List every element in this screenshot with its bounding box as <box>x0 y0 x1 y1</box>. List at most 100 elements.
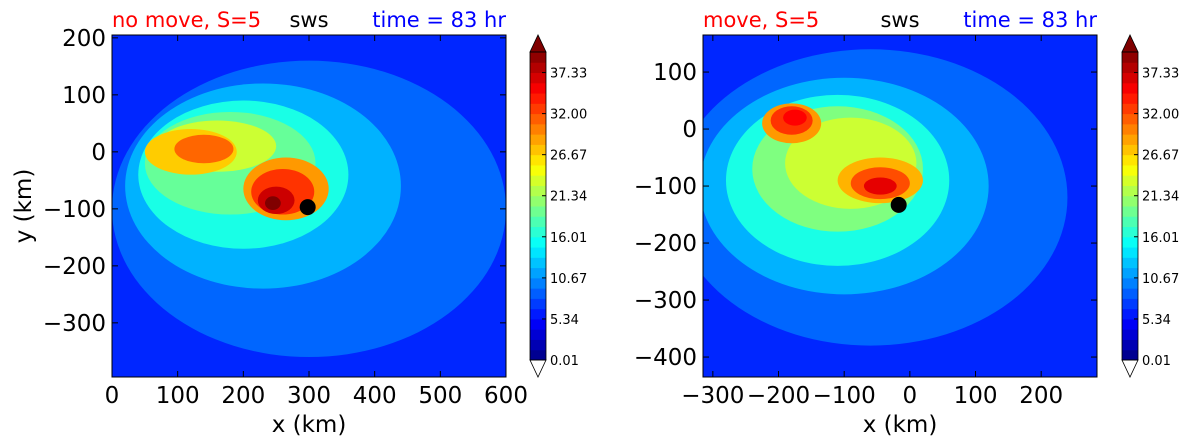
colorbar-tick-label: 26.67 <box>1142 149 1179 164</box>
contour-level <box>863 177 897 195</box>
right-title-right: time = 83 hr <box>963 8 1097 32</box>
x-tick-label: 500 <box>418 383 462 409</box>
colorbar-tick-label: 37.33 <box>1142 67 1179 82</box>
colorbar-segment <box>530 318 546 330</box>
colorbar-extend-min <box>529 359 547 378</box>
y-tick-label: −200 <box>43 254 106 280</box>
left-panel: 0 100 200 300 400 500 600 200 100 0 −100 −200 −300 n… <box>11 8 528 438</box>
colorbar-segment <box>1122 144 1138 156</box>
colorbar-segment <box>1122 339 1138 351</box>
colorbar-segment <box>1122 206 1138 217</box>
left-y-axis-label: y (km) <box>11 169 37 244</box>
colorbar-segment <box>530 52 546 63</box>
colorbar-segment <box>530 82 546 94</box>
colorbar-tick-label: 32.00 <box>1142 108 1179 123</box>
colorbar-segment <box>530 93 546 104</box>
x-tick-label: 200 <box>1019 383 1063 409</box>
x-tick-label: 0 <box>903 383 918 409</box>
colorbar-segment <box>530 226 546 238</box>
colorbar-tick-label: 10.67 <box>550 272 587 287</box>
x-tick-label: −200 <box>747 383 810 409</box>
y-tick-label: −100 <box>43 197 106 223</box>
x-tick-label: −300 <box>681 383 744 409</box>
colorbar-segment <box>1122 236 1138 248</box>
colorbar-segment <box>530 329 546 340</box>
y-tick-label: −100 <box>634 174 697 200</box>
colorbar-extend-max <box>1121 34 1139 53</box>
colorbar-segment <box>530 339 546 351</box>
colorbar-segment <box>530 267 546 279</box>
colorbar-tick-label: 0.01 <box>550 354 579 369</box>
colorbar-segment <box>1122 62 1138 74</box>
x-tick-label: 400 <box>353 383 397 409</box>
y-tick-label: 0 <box>91 140 106 166</box>
colorbar-segment <box>530 185 546 197</box>
colorbar-segment <box>530 134 546 145</box>
x-tick-label: 100 <box>954 383 998 409</box>
colorbar-tick-label: 5.34 <box>550 313 579 328</box>
y-tick-label: 100 <box>653 60 697 86</box>
colorbar-tick-label: 21.34 <box>1142 190 1179 205</box>
colorbar-segment <box>1122 52 1138 63</box>
right-plot-frame <box>702 34 1098 378</box>
storm-center-marker <box>299 199 316 216</box>
right-title-left: move, S=5 <box>703 8 819 32</box>
left-colorbar: 0.01 5.34 10.67 16.01 21.34 26.67 32.00 37.33 <box>529 34 587 378</box>
colorbar-segment <box>1122 72 1138 84</box>
colorbar-segment <box>1122 82 1138 94</box>
colorbar-segment <box>530 154 546 166</box>
colorbar-segment <box>530 277 546 289</box>
colorbar-segment <box>1122 134 1138 145</box>
contour-level <box>174 134 234 164</box>
colorbar-segment <box>1122 267 1138 279</box>
contour-level <box>783 109 807 126</box>
colorbar-extend-min <box>1121 359 1139 378</box>
colorbar-segment <box>1122 175 1138 186</box>
colorbar-segment <box>530 308 546 320</box>
colorbar-segment <box>1122 288 1138 299</box>
colorbar-segment <box>1122 298 1138 310</box>
colorbar-segment <box>1122 257 1138 269</box>
colorbar-segment <box>530 236 546 248</box>
colorbar-segment <box>530 298 546 310</box>
colorbar-segment <box>1122 318 1138 330</box>
right-x-axis-label: x (km) <box>863 412 938 438</box>
colorbar-segment <box>1122 195 1138 207</box>
colorbar-segment <box>1122 308 1138 320</box>
colorbar-segment <box>530 206 546 217</box>
colorbar-tick-label: 37.33 <box>550 67 587 82</box>
colorbar-segment <box>530 103 546 115</box>
x-tick-label: 600 <box>484 383 528 409</box>
colorbar-segment <box>530 144 546 156</box>
colorbar-segment <box>1122 113 1138 125</box>
y-tick-label: −400 <box>634 345 697 371</box>
colorbar-segment <box>530 62 546 74</box>
y-tick-label: −200 <box>634 231 697 257</box>
colorbar-frame <box>1121 51 1139 361</box>
colorbar-tick-label: 16.01 <box>1142 231 1179 246</box>
left-title-left: no move, S=5 <box>112 8 261 32</box>
contour-level <box>265 196 281 210</box>
colorbar-segment <box>530 175 546 186</box>
colorbar-segment <box>1122 349 1138 361</box>
left-title-right: time = 83 hr <box>372 8 506 32</box>
colorbar-extend-max <box>529 34 547 53</box>
colorbar-tick-label: 26.67 <box>550 149 587 164</box>
colorbar-segment <box>530 216 546 228</box>
colorbar-segment <box>1122 277 1138 289</box>
colorbar-tick-label: 5.34 <box>1142 313 1171 328</box>
x-tick-label: 100 <box>156 383 200 409</box>
colorbar-tick-label: 0.01 <box>1142 354 1171 369</box>
colorbar-segment <box>1122 154 1138 166</box>
left-contour-field <box>112 35 506 377</box>
y-tick-label: 200 <box>62 26 106 52</box>
colorbar-segment <box>530 349 546 361</box>
colorbar-segment <box>530 72 546 84</box>
colorbar-segment <box>1122 247 1138 258</box>
colorbar-segment <box>1122 226 1138 238</box>
x-tick-label: 0 <box>105 383 120 409</box>
colorbar-tick-label: 21.34 <box>550 190 587 205</box>
right-colorbar: 0.01 5.34 10.67 16.01 21.34 26.67 32.00 37.33 <box>1121 34 1179 378</box>
x-tick-label: −100 <box>813 383 876 409</box>
